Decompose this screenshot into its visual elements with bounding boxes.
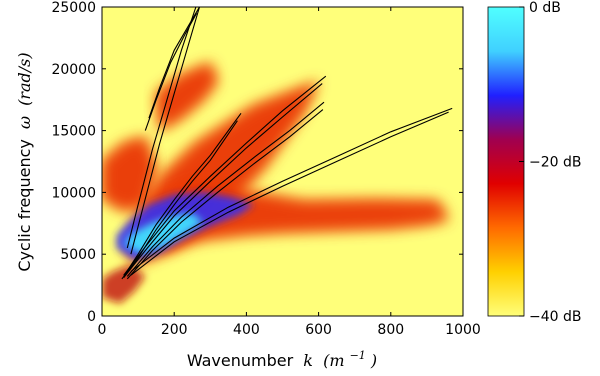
y-tick-label: 20000 [51, 62, 96, 78]
x-axis-label: Wavenumber k (m −1 ) [187, 344, 377, 370]
plot-area [101, 6, 464, 317]
x-axis-label-unit-close: ) [370, 351, 377, 370]
y-axis-label-unit: (rad/s) [15, 52, 34, 106]
colorbar: 0 dB −20 dB −40 dB [487, 0, 582, 325]
colorbar-tick-label: −40 dB [529, 309, 582, 325]
dispersion-curve [144, 12, 198, 131]
y-axis-label-var: ω [15, 116, 34, 129]
x-tick-label: 200 [161, 322, 188, 338]
dispersion-curve [121, 120, 238, 280]
dispersion-curve [126, 109, 324, 280]
dispersion-curve [130, 111, 449, 276]
y-tick-label: 15000 [51, 124, 96, 140]
y-axis-label-text: Cyclic frequency [15, 139, 34, 271]
x-tick-label: 600 [305, 322, 332, 338]
y-axis: 0 5000 10000 15000 20000 25000 [51, 0, 463, 325]
colorbar-gradient [488, 7, 524, 316]
x-tick-label: 800 [377, 322, 404, 338]
y-tick-label: 25000 [51, 0, 96, 16]
dispersion-curves [121, 7, 453, 280]
y-tick-label: 5000 [60, 247, 96, 263]
dispersion-curve [130, 7, 201, 255]
energy-region-dark [102, 264, 146, 304]
energy-region-core [156, 62, 218, 131]
x-axis-label-unit-exp: −1 [350, 349, 366, 362]
energy-region-core [102, 136, 157, 211]
heatmap-background [102, 7, 463, 316]
y-tick-label: 10000 [51, 185, 96, 201]
dispersion-curve [123, 75, 327, 276]
energy-region-cyan [123, 213, 204, 255]
y-tick-label: 0 [87, 309, 96, 325]
x-axis: 0 200 400 600 800 1000 [98, 7, 481, 338]
dispersion-curve [126, 7, 197, 249]
colorbar-ticks: 0 dB −20 dB −40 dB [519, 0, 582, 325]
plot-frame [101, 6, 464, 317]
colorbar-tick-label: 0 dB [529, 0, 561, 16]
y-axis-label: Cyclic frequency ω (rad/s) [15, 52, 34, 271]
dispersion-curve [123, 83, 323, 279]
x-tick-label: 0 [98, 322, 107, 338]
dispersion-curve [130, 107, 453, 272]
dispersion-curve [148, 7, 201, 119]
colorbar-tick-label: −20 dB [529, 155, 582, 171]
x-axis-label-var: k [303, 351, 313, 370]
dispersion-curve [123, 112, 242, 277]
x-axis-label-text: Wavenumber [187, 351, 294, 370]
x-axis-label-unit: (m [323, 351, 344, 370]
dispersion-curve [126, 101, 325, 277]
x-tick-label: 400 [233, 322, 260, 338]
x-tick-label: 1000 [445, 322, 481, 338]
